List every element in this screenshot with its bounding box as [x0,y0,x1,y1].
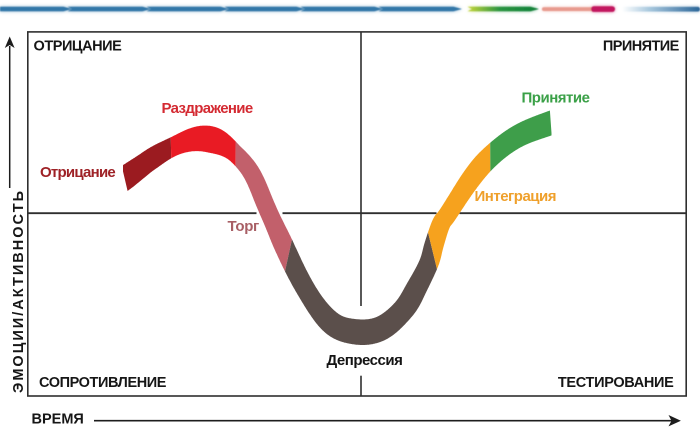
svg-text:СОПРОТИВЛЕНИЕ: СОПРОТИВЛЕНИЕ [39,375,167,391]
svg-text:Принятие: Принятие [522,90,590,107]
svg-text:ПРИНЯТИЕ: ПРИНЯТИЕ [603,38,680,54]
svg-text:Интеграция: Интеграция [475,188,556,205]
svg-text:Отрицание: Отрицание [40,164,115,181]
svg-text:ЭМОЦИИ/АКТИВНОСТЬ: ЭМОЦИИ/АКТИВНОСТЬ [11,191,27,393]
svg-text:Депрессия: Депрессия [327,352,403,369]
svg-text:ОТРИЦАНИЕ: ОТРИЦАНИЕ [34,38,123,54]
svg-text:Раздражение: Раздражение [162,100,253,117]
svg-text:ВРЕМЯ: ВРЕМЯ [32,412,84,428]
svg-text:Торг: Торг [228,218,260,235]
svg-text:ТЕСТИРОВАНИЕ: ТЕСТИРОВАНИЕ [558,375,674,391]
